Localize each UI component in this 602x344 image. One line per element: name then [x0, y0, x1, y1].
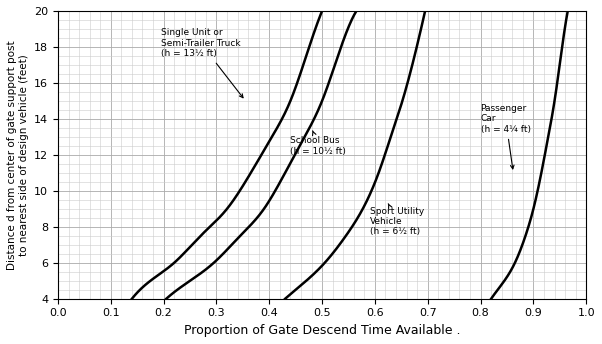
Text: School Bus
(h = 10½ ft): School Bus (h = 10½ ft) — [290, 131, 346, 155]
Text: Single Unit or
Semi-Trailer Truck
(h = 13½ ft): Single Unit or Semi-Trailer Truck (h = 1… — [161, 29, 243, 98]
X-axis label: Proportion of Gate Descend Time Available .: Proportion of Gate Descend Time Availabl… — [184, 324, 461, 337]
Text: Passenger
Car
(h = 4¼ ft): Passenger Car (h = 4¼ ft) — [480, 104, 530, 169]
Y-axis label: Distance d from center of gate support post
to nearest side of design vehicle (f: Distance d from center of gate support p… — [7, 40, 28, 270]
Text: Sport Utility
Vehicle
(h = 6½ ft): Sport Utility Vehicle (h = 6½ ft) — [370, 204, 424, 236]
